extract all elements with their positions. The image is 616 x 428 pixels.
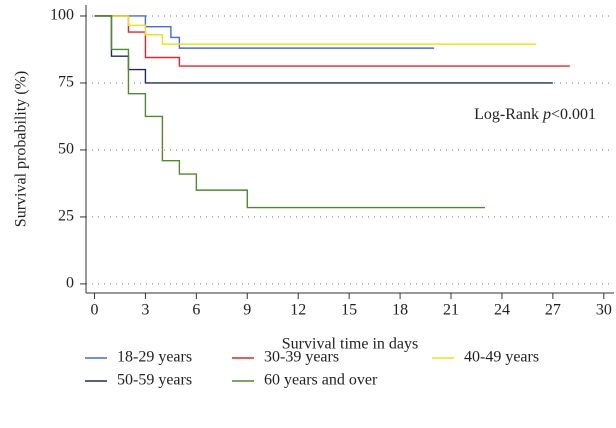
x-tick-label: 15 (341, 302, 357, 319)
legend-label: 18-29 years (117, 349, 192, 366)
legend-label: 60 years and over (264, 372, 378, 389)
y-tick-label: 25 (58, 208, 74, 225)
y-tick-label: 0 (66, 275, 74, 292)
x-tick-label: 9 (243, 302, 251, 319)
annotation-text: <0.001 (551, 106, 596, 123)
y-tick-label: 75 (58, 74, 74, 91)
y-tick-label: 100 (50, 7, 74, 24)
survival-curve (94, 15, 485, 209)
legend-label: 30-39 years (264, 349, 339, 366)
survival-curve (94, 15, 536, 45)
survival-curve (94, 15, 435, 49)
x-tick-label: 3 (141, 302, 149, 319)
x-tick-label: 27 (545, 302, 561, 319)
survival-curve (94, 15, 570, 67)
x-tick-label: 18 (392, 302, 408, 319)
legend-label: 50-59 years (117, 372, 192, 389)
annotation: Log-Rank p<0.001 (474, 106, 596, 123)
annotation-italic: p (542, 106, 551, 123)
x-axis-title: Survival time in days (282, 336, 418, 353)
x-tick-label: 30 (596, 302, 612, 319)
x-tick-label: 21 (443, 302, 459, 319)
x-tick-label: 6 (192, 302, 200, 319)
annotation-text: Log-Rank (474, 106, 543, 123)
y-tick-label: 50 (58, 141, 74, 158)
x-tick-label: 0 (90, 302, 98, 319)
x-tick-label: 12 (290, 302, 306, 319)
x-tick-label: 24 (494, 302, 510, 319)
y-axis-title: Survival probability (%) (13, 71, 30, 227)
legend-label: 40-49 years (464, 349, 539, 366)
